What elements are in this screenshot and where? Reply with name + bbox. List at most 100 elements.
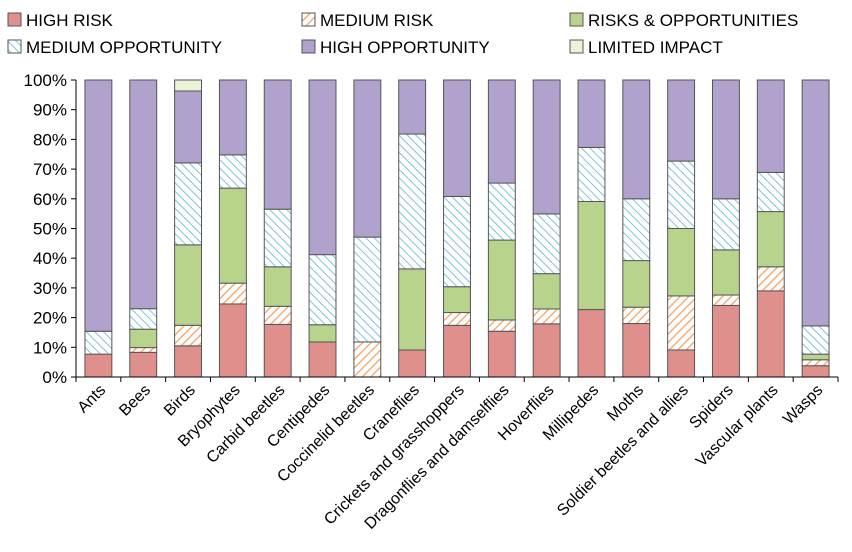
y-tick-label: 80%	[33, 130, 67, 149]
bar-segment-moths-high-risk	[622, 323, 651, 378]
bar-segment-ants-medium-opportunity	[84, 330, 113, 355]
legend-swatch-high-risk	[7, 12, 22, 27]
bar-segment-hoverflies-medium-risk	[532, 308, 561, 325]
x-tick-label-moths: Moths	[604, 382, 647, 425]
bars	[84, 79, 830, 378]
bar-segment-soldier-beetles-and-allies-high-opportunity	[667, 79, 696, 162]
legend-label-medium-risk: MEDIUM RISK	[320, 11, 434, 30]
y-tick-label: 0%	[42, 368, 67, 387]
bar-segment-spiders-medium-opportunity	[711, 198, 740, 251]
legend-swatch-limited-impact	[569, 39, 584, 54]
bar-segment-vascular-plants-medium-opportunity	[756, 171, 785, 213]
bar-segment-craneflies-high-risk	[398, 349, 427, 378]
y-tick-label: 40%	[33, 249, 67, 268]
bar-segment-carbid-beetles-high-opportunity	[263, 79, 292, 210]
bar-segment-hoverflies-medium-opportunity	[532, 213, 561, 275]
bar-segment-dragonflies-and-damselflies-medium-opportunity	[487, 182, 516, 241]
legend-swatch-medium-opportunity	[7, 39, 22, 54]
y-tick-label: 30%	[33, 279, 67, 298]
bar-segment-dragonflies-and-damselflies-medium-risk	[487, 319, 516, 332]
bar-segment-hoverflies-high-opportunity	[532, 79, 561, 215]
legend-swatch-risks-and-opportunities	[569, 12, 584, 27]
x-tick-label-vascular-plants: Vascular plants	[693, 382, 782, 471]
bar-segment-wasps-risks-and-opportunities	[801, 353, 830, 361]
bar-segment-hoverflies-risks-and-opportunities	[532, 273, 561, 310]
bar-segment-centipedes-high-risk	[308, 341, 337, 378]
bar-segment-birds-medium-opportunity	[174, 162, 203, 246]
bar-segment-soldier-beetles-and-allies-risks-and-opportunities	[667, 228, 696, 297]
bar-segment-millipedes-high-risk	[577, 309, 606, 378]
bar-segment-crickets-and-grasshoppers-medium-opportunity	[443, 195, 471, 288]
bar-segment-millipedes-high-opportunity	[577, 79, 606, 148]
bar-segment-carbid-beetles-high-risk	[263, 323, 292, 378]
bar-segment-centipedes-high-opportunity	[308, 79, 337, 256]
bar-segment-coccinelid-beetles-medium-opportunity	[353, 236, 382, 343]
bar-segment-millipedes-medium-opportunity	[577, 146, 606, 202]
bar-segment-craneflies-risks-and-opportunities	[398, 268, 427, 351]
bar-segment-coccinelid-beetles-medium-risk	[353, 341, 382, 378]
bar-segment-ants-high-risk	[84, 353, 113, 378]
bar-segment-bees-medium-opportunity	[129, 308, 158, 330]
bar-segment-wasps-high-risk	[801, 365, 830, 378]
y-axis: 0% 10% 20% 30% 40% 50% 60% 70% 80% 90% 100%	[24, 71, 77, 387]
y-tick-label: 60%	[33, 190, 67, 209]
legend-label-high-opportunity: HIGH OPPORTUNITY	[320, 38, 490, 57]
x-tick-label-ants: Ants	[75, 382, 110, 417]
legend-label-medium-opportunity: MEDIUM OPPORTUNITY	[26, 38, 222, 57]
bar-segment-soldier-beetles-and-allies-medium-opportunity	[667, 160, 696, 229]
bar-segment-spiders-high-risk	[711, 304, 740, 378]
bar-segment-dragonflies-and-damselflies-high-opportunity	[487, 79, 516, 184]
bar-segment-moths-medium-risk	[622, 306, 651, 325]
bar-segment-birds-high-opportunity	[174, 90, 203, 164]
bar-segment-bees-high-opportunity	[129, 79, 158, 310]
y-tick-label: 10%	[33, 338, 67, 357]
bar-segment-bryophytes-risks-and-opportunities	[218, 187, 247, 284]
x-tick-label-carbid-beetles: Carbid beetles	[204, 382, 289, 467]
legend-swatch-medium-risk	[301, 12, 316, 27]
bar-segment-spiders-high-opportunity	[711, 79, 740, 200]
bar-segment-birds-limited-impact	[174, 79, 203, 92]
bar-segment-wasps-medium-opportunity	[801, 325, 830, 355]
bar-segment-bryophytes-medium-risk	[218, 282, 247, 305]
bar-segment-carbid-beetles-risks-and-opportunities	[263, 266, 292, 307]
bar-segment-craneflies-high-opportunity	[398, 79, 427, 135]
y-tick-label: 100%	[24, 71, 67, 90]
legend-label-limited-impact: LIMITED IMPACT	[588, 38, 723, 57]
legend-swatch-high-opportunity	[301, 39, 316, 54]
bar-segment-birds-medium-risk	[174, 324, 203, 347]
bar-segment-ants-high-opportunity	[84, 79, 113, 332]
bar-segment-crickets-and-grasshoppers-high-risk	[443, 324, 471, 378]
bar-segment-crickets-and-grasshoppers-medium-risk	[443, 312, 471, 326]
bar-segment-moths-high-opportunity	[622, 79, 651, 200]
bar-segment-bryophytes-high-opportunity	[218, 79, 247, 156]
bar-segment-centipedes-risks-and-opportunities	[308, 324, 337, 343]
x-tick-label-birds: Birds	[161, 382, 199, 420]
bar-segment-vascular-plants-risks-and-opportunities	[756, 211, 785, 268]
y-tick-label: 50%	[33, 220, 67, 239]
bar-segment-moths-medium-opportunity	[622, 198, 651, 262]
bar-segment-bees-risks-and-opportunities	[129, 328, 158, 349]
bar-segment-crickets-and-grasshoppers-high-opportunity	[443, 79, 471, 197]
bar-segment-carbid-beetles-medium-opportunity	[263, 208, 292, 268]
bar-segment-centipedes-medium-opportunity	[308, 254, 337, 326]
bar-segment-birds-risks-and-opportunities	[174, 244, 203, 326]
bar-segment-hoverflies-high-risk	[532, 323, 561, 378]
bar-segment-crickets-and-grasshoppers-risks-and-opportunities	[443, 286, 471, 314]
bar-segment-bees-high-risk	[129, 351, 158, 378]
bar-segment-coccinelid-beetles-high-opportunity	[353, 79, 382, 238]
bar-segment-soldier-beetles-and-allies-high-risk	[667, 349, 696, 378]
bar-segment-millipedes-risks-and-opportunities	[577, 200, 606, 311]
x-tick-label-wasps: Wasps	[780, 382, 826, 428]
bar-segment-spiders-risks-and-opportunities	[711, 249, 740, 296]
y-tick-label: 90%	[33, 101, 67, 120]
y-tick-label: 70%	[33, 160, 67, 179]
bar-segment-wasps-high-opportunity	[801, 79, 830, 327]
bar-segment-dragonflies-and-damselflies-high-risk	[487, 330, 516, 378]
x-tick-label-bees: Bees	[116, 382, 154, 420]
legend: HIGH RISK MEDIUM RISK RISKS & OPPORTUNITIE…	[7, 11, 798, 57]
bar-segment-vascular-plants-high-risk	[756, 290, 785, 378]
bar-segment-bryophytes-medium-opportunity	[218, 154, 247, 189]
bar-segment-bees-medium-risk	[129, 347, 158, 353]
